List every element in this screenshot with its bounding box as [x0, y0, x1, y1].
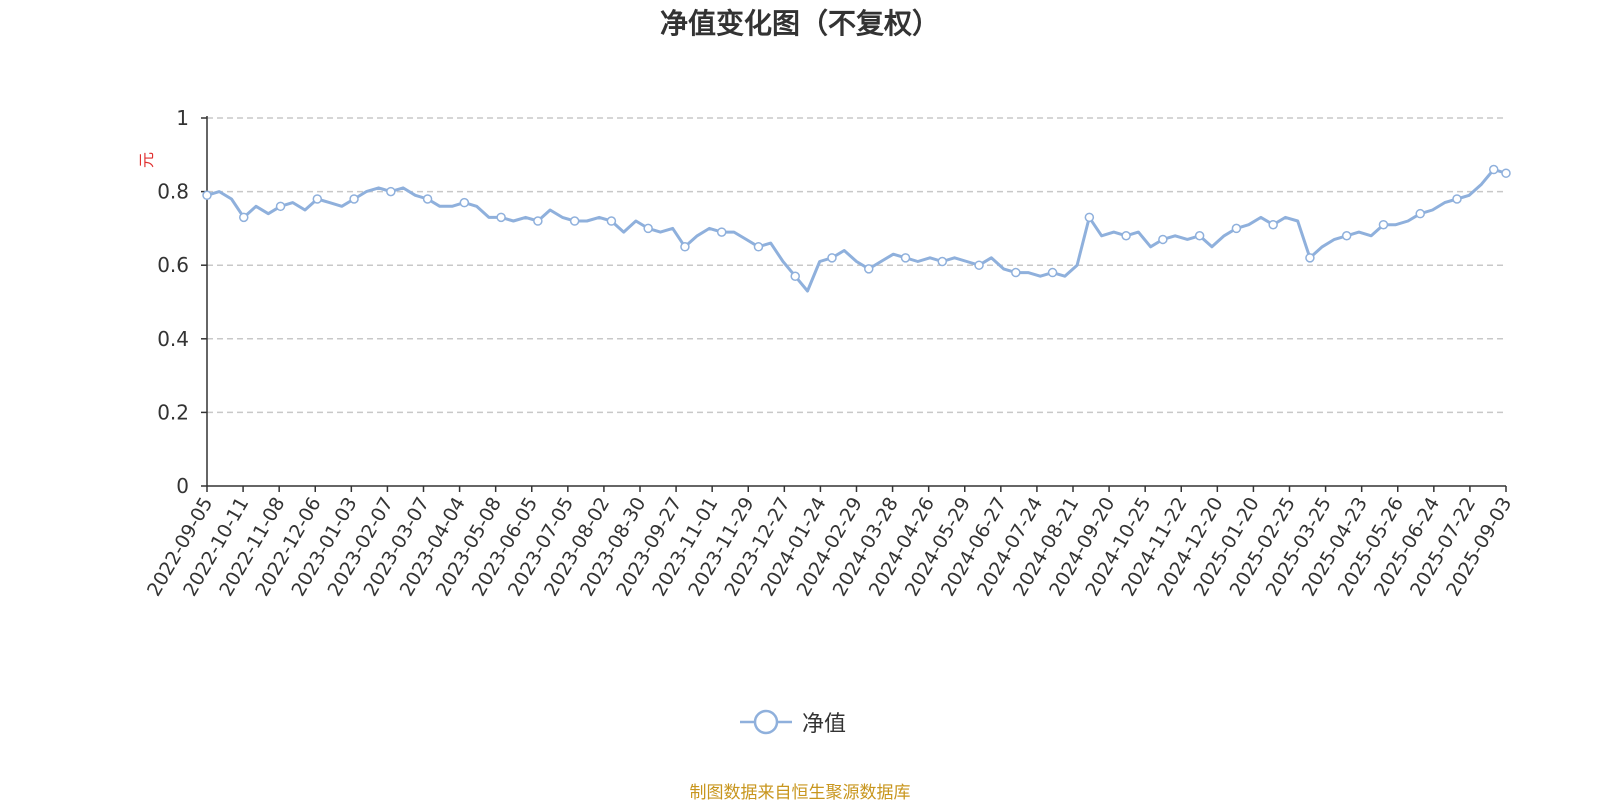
data-point[interactable] [422, 194, 433, 204]
data-point[interactable] [1158, 234, 1168, 245]
data-point[interactable] [1341, 231, 1352, 241]
data-point[interactable] [533, 216, 543, 226]
data-point[interactable] [1268, 219, 1278, 230]
data-point[interactable] [864, 264, 874, 274]
data-point[interactable] [1501, 168, 1511, 178]
data-point[interactable] [386, 186, 396, 197]
data-point[interactable] [900, 253, 911, 263]
data-point[interactable] [1415, 208, 1425, 219]
data-point[interactable] [716, 227, 727, 237]
data-point[interactable] [496, 212, 506, 223]
source-note: 制图数据来自恒生聚源数据库 [689, 783, 911, 803]
data-point[interactable] [827, 253, 837, 263]
data-point[interactable] [312, 194, 323, 204]
y-tick-label: 1 [176, 106, 189, 130]
data-point[interactable] [349, 194, 359, 204]
legend-label: 净值 [802, 712, 847, 737]
y-axis-label: 元 [137, 152, 156, 168]
data-point[interactable] [937, 256, 948, 267]
data-point[interactable] [974, 260, 984, 270]
data-point[interactable] [569, 216, 580, 226]
axes [201, 116, 1507, 492]
data-point[interactable] [1194, 231, 1205, 241]
grid-lines [207, 117, 1506, 414]
data-point[interactable] [1231, 223, 1242, 234]
x-tick-labels: 2022-09-052022-10-112022-11-082022-12-06… [143, 494, 1516, 601]
data-point[interactable] [1121, 231, 1131, 241]
data-point[interactable] [680, 242, 690, 252]
data-point[interactable] [1047, 267, 1058, 278]
series-nav [202, 164, 1511, 293]
data-point[interactable] [202, 190, 212, 201]
data-point[interactable] [753, 242, 764, 252]
data-point[interactable] [275, 201, 286, 212]
data-point[interactable] [606, 216, 617, 226]
y-tick-label: 0.6 [157, 253, 189, 277]
y-tick-label: 0.8 [157, 180, 189, 204]
data-point[interactable] [643, 223, 653, 234]
series-line [206, 168, 1507, 293]
data-point[interactable] [1452, 194, 1462, 204]
data-point[interactable] [1378, 219, 1389, 230]
data-point[interactable] [1011, 267, 1021, 278]
data-point[interactable] [1084, 212, 1095, 223]
y-tick-label: 0 [176, 474, 189, 498]
data-point[interactable] [239, 212, 249, 223]
y-tick-label: 0.2 [157, 400, 189, 424]
data-point[interactable] [459, 197, 470, 208]
chart-title: 净值变化图（不复权） [659, 7, 940, 40]
data-point[interactable] [1488, 164, 1499, 175]
legend[interactable]: 净值 [740, 707, 846, 737]
y-tick-label: 0.4 [157, 327, 189, 351]
data-point[interactable] [1305, 253, 1315, 263]
legend-line-marker-icon [740, 709, 792, 735]
y-tick-labels: 0 0.2 0.4 0.6 0.8 1 [157, 106, 189, 498]
data-point[interactable] [790, 271, 800, 281]
